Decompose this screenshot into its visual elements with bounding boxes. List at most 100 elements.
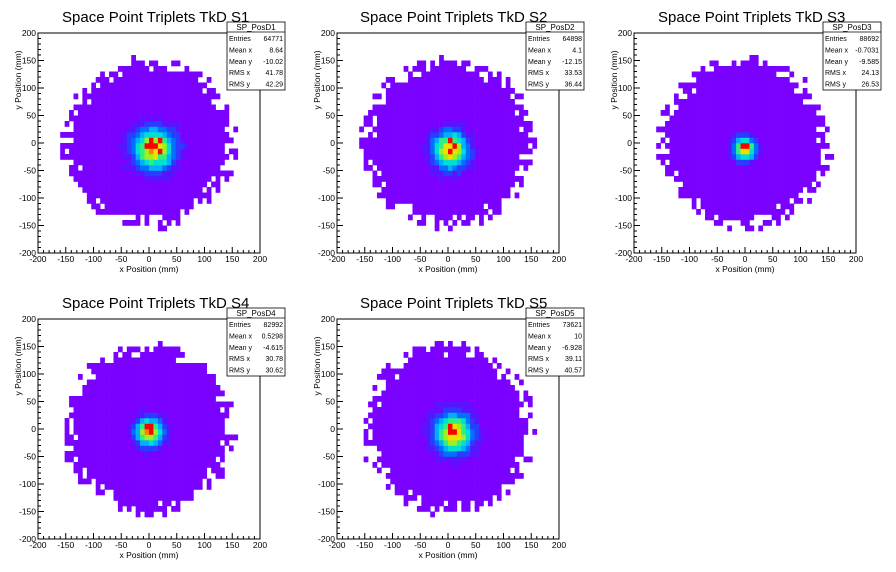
heatmap-bin xyxy=(487,445,493,452)
heatmap-bin xyxy=(117,115,123,122)
heatmap-bin xyxy=(465,500,471,507)
heatmap-bin xyxy=(135,385,141,391)
heatmap-bin xyxy=(483,418,489,424)
heatmap-bin xyxy=(193,440,199,446)
heatmap-bin xyxy=(474,363,480,369)
heatmap-bin xyxy=(780,165,786,171)
heatmap-bin xyxy=(140,198,145,204)
heatmap-bin xyxy=(771,132,777,138)
heatmap-bin xyxy=(206,99,212,105)
heatmap-bin xyxy=(780,132,786,138)
heatmap-bin xyxy=(758,192,764,199)
heatmap-bin xyxy=(376,412,382,419)
heatmap-bin xyxy=(140,379,145,386)
y-axis-label: y Position (mm) xyxy=(13,50,23,109)
heatmap-bin xyxy=(408,374,413,380)
heatmap-bin xyxy=(678,82,684,89)
heatmap-bin xyxy=(399,99,404,105)
heatmap-bin xyxy=(501,104,507,111)
heatmap-bin xyxy=(483,82,489,89)
heatmap-bin xyxy=(673,137,679,144)
heatmap-bin xyxy=(465,176,471,182)
heatmap-bin xyxy=(731,209,737,215)
heatmap-bin xyxy=(126,220,132,226)
heatmap-bin xyxy=(492,121,498,127)
heatmap-bin xyxy=(514,104,520,111)
heatmap-bin xyxy=(188,137,194,144)
heatmap-bin xyxy=(470,93,475,100)
heatmap-bin xyxy=(753,143,759,149)
heatmap-bin xyxy=(682,88,688,94)
heatmap-bin xyxy=(789,209,795,215)
heatmap-bin xyxy=(73,159,79,166)
heatmap-bin xyxy=(175,104,181,111)
x-tick-label: -200 xyxy=(328,540,345,550)
heatmap-bin xyxy=(117,346,123,353)
heatmap-bin xyxy=(771,203,777,210)
heatmap-bin xyxy=(399,418,404,424)
heatmap-bin xyxy=(492,434,498,441)
heatmap-bin xyxy=(780,82,786,89)
heatmap-bin xyxy=(166,412,172,419)
heatmap-bin xyxy=(501,192,507,199)
heatmap-bin xyxy=(211,467,216,474)
heatmap-bin xyxy=(376,434,382,441)
x-tick-label: -200 xyxy=(328,254,345,264)
heatmap-bin xyxy=(461,478,467,485)
heatmap-bin xyxy=(474,352,480,358)
heatmap-bin xyxy=(117,489,123,496)
heatmap-bin xyxy=(206,390,212,397)
heatmap-bin xyxy=(448,374,453,380)
heatmap-bin xyxy=(153,440,159,446)
heatmap-bin xyxy=(131,159,136,166)
heatmap-bin xyxy=(399,88,404,94)
heatmap-bin xyxy=(789,154,795,160)
heatmap-bin xyxy=(157,495,163,501)
heatmap-bin xyxy=(126,99,132,105)
heatmap-bin xyxy=(162,209,168,215)
heatmap-bin xyxy=(443,396,449,402)
heatmap-bin xyxy=(722,137,728,144)
heatmap-bin xyxy=(122,368,128,375)
heatmap-bin xyxy=(740,159,746,166)
heatmap-bin xyxy=(113,137,119,144)
y-tick-label: -150 xyxy=(615,221,632,231)
heatmap-bin xyxy=(211,110,216,116)
heatmap-bin xyxy=(727,165,732,171)
heatmap-bin xyxy=(171,495,176,501)
heatmap-bin xyxy=(73,462,79,468)
heatmap-bin xyxy=(492,412,498,419)
heatmap-bin xyxy=(452,429,458,435)
heatmap-bin xyxy=(443,187,449,193)
heatmap-bin xyxy=(452,176,458,182)
heatmap-bin xyxy=(202,176,208,182)
heatmap-bin xyxy=(162,500,168,507)
heatmap-bin xyxy=(519,418,524,424)
heatmap-bin xyxy=(505,192,511,199)
heatmap-bin xyxy=(69,148,74,155)
heatmap-bin xyxy=(713,187,719,193)
heatmap-bin xyxy=(793,132,799,138)
y-tick-label: 200 xyxy=(321,314,335,324)
heatmap-bin xyxy=(211,159,216,166)
heatmap-bin xyxy=(140,368,145,375)
heatmap-bin xyxy=(727,187,732,193)
heatmap-bin xyxy=(171,374,176,380)
heatmap-bin xyxy=(474,456,480,463)
heatmap-bin xyxy=(399,181,404,188)
heatmap-bin xyxy=(175,429,181,435)
heatmap-bin xyxy=(202,121,208,127)
heatmap-bin xyxy=(220,451,225,457)
heatmap-bin xyxy=(408,82,413,89)
heatmap-bin xyxy=(474,440,480,446)
heatmap-bin xyxy=(501,423,507,430)
heatmap-bin xyxy=(434,170,440,177)
heatmap-bin xyxy=(439,390,444,397)
x-tick-label: 150 xyxy=(225,254,239,264)
heatmap-bin xyxy=(193,412,199,419)
heatmap-bin xyxy=(758,110,764,116)
heatmap-bin xyxy=(171,368,176,375)
heatmap-bin xyxy=(722,104,728,111)
heatmap-bin xyxy=(722,192,728,199)
heatmap-bin xyxy=(510,99,515,105)
